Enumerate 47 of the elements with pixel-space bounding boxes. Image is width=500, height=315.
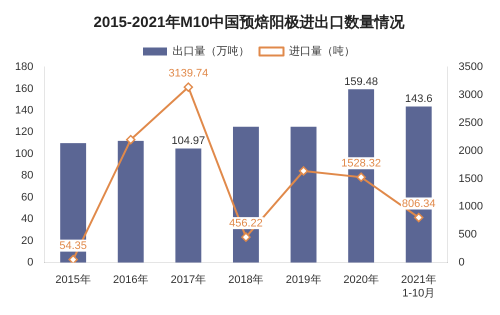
y2-tick-label: 2000	[458, 144, 484, 157]
legend-label: 出口量（万吨）	[172, 44, 250, 58]
y-tick-label: 80	[21, 170, 34, 182]
y2-tick-label: 3500	[458, 61, 484, 74]
y-tick-label: 100	[14, 148, 34, 160]
y2-tick-label: 3000	[458, 88, 484, 101]
y-tick-label: 0	[27, 256, 34, 269]
point	[184, 82, 194, 92]
data-label: 3139.74	[168, 68, 208, 80]
point	[126, 134, 136, 144]
y2-tick-label: 2500	[458, 116, 484, 129]
data-label: 806.34	[402, 198, 436, 210]
x-tick-label: 2021年 1-10月	[400, 274, 436, 300]
y-tick-label: 20	[21, 234, 34, 247]
y-tick-label: 160	[14, 82, 34, 95]
data-label: 143.6	[404, 93, 432, 106]
bar	[290, 126, 316, 263]
point	[356, 172, 366, 182]
y-tick-label: 120	[14, 126, 34, 138]
y2-tick-label: 1500	[458, 172, 484, 185]
y-tick-label: 180	[14, 61, 34, 74]
point	[414, 212, 424, 222]
legend-label: 进口量（吨）	[289, 44, 355, 58]
data-label: 456.22	[229, 218, 263, 230]
y-tick-label: 60	[21, 191, 34, 204]
point	[68, 254, 78, 263]
data-label: 104.97	[172, 135, 206, 148]
x-tick-label: 2020年	[343, 274, 379, 286]
y2-tick-label: 1000	[458, 200, 484, 213]
point	[298, 166, 308, 176]
data-label: 54.35	[59, 240, 87, 252]
y2-tick-label: 500	[458, 228, 477, 241]
x-tick-label: 2019年	[286, 274, 322, 286]
x-tick-label: 2015年	[55, 274, 91, 286]
y-tick-label: 40	[21, 213, 34, 226]
point	[241, 232, 251, 242]
chart-title: 2015-2021年M10中国预焙阳极进出口数量情况	[94, 14, 406, 32]
bar	[60, 143, 86, 263]
y-tick-label: 140	[14, 104, 34, 116]
y2-tick-label: 0	[458, 256, 465, 269]
x-tick-label: 2018年	[228, 274, 264, 286]
x-tick-label: 2016年	[113, 274, 148, 286]
data-label: 1528.32	[341, 158, 382, 170]
bar	[175, 148, 202, 263]
x-tick-label: 2017年	[170, 274, 206, 286]
data-label: 159.48	[344, 76, 378, 88]
bar	[118, 140, 144, 263]
